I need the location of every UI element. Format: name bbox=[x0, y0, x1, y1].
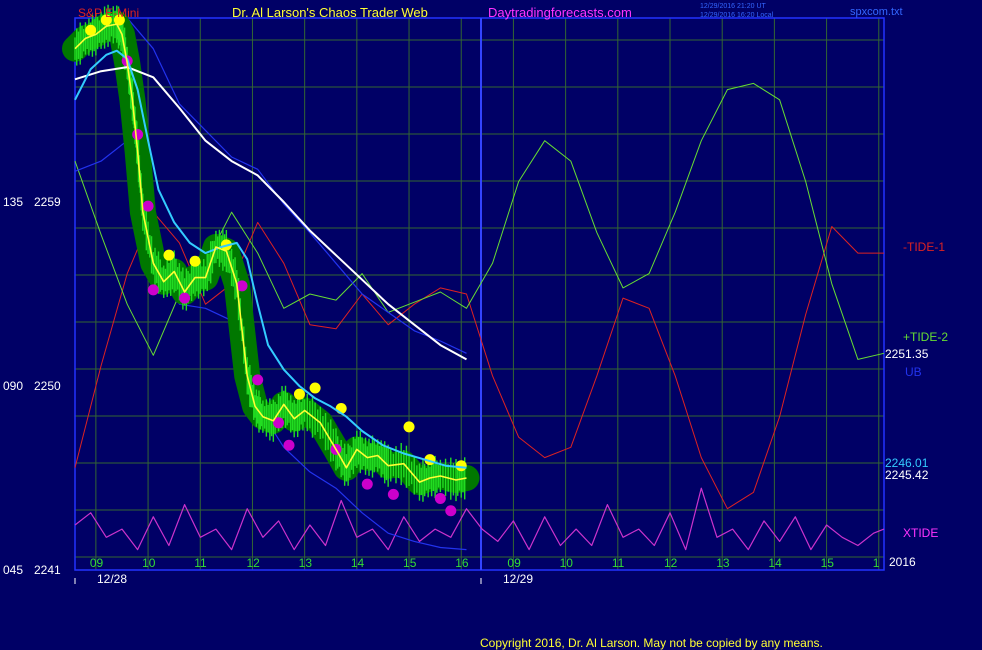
x-tick-label: 11 bbox=[194, 556, 207, 570]
y-tick-label: 2250 bbox=[34, 379, 61, 393]
x-tick-label: 14 bbox=[351, 556, 365, 570]
turn-dot-magenta bbox=[434, 492, 446, 504]
y-tick-code: 090 bbox=[3, 379, 23, 393]
x-tick-label: 11 bbox=[612, 556, 625, 570]
y-tick-code: 135 bbox=[3, 195, 23, 209]
label-ub: UB bbox=[905, 365, 922, 379]
label-xtide: XTIDE bbox=[903, 526, 938, 540]
turn-dot-magenta bbox=[252, 374, 264, 386]
date-label: 12/28 bbox=[97, 572, 127, 586]
turn-dot-magenta bbox=[283, 439, 295, 451]
y-tick-label: 2241 bbox=[34, 563, 61, 577]
x-tick-label: 13 bbox=[716, 556, 730, 570]
y-tick-label: 2259 bbox=[34, 195, 61, 209]
turn-dot-magenta bbox=[179, 292, 191, 304]
x-tick-label: 10 bbox=[560, 556, 574, 570]
x-tick-label: 13 bbox=[299, 556, 313, 570]
turn-dot-yellow bbox=[100, 14, 112, 26]
copyright-notice: Copyright 2016, Dr. Al Larson. May not b… bbox=[480, 636, 823, 650]
timestamp-ut: 12/29/2016 21:20 UT bbox=[700, 3, 766, 10]
turn-dot-yellow bbox=[455, 460, 467, 472]
turn-dot-yellow bbox=[293, 388, 305, 400]
turn-dot-magenta bbox=[273, 417, 285, 429]
label-tide-minus-1: -TIDE-1 bbox=[903, 240, 945, 254]
x-tick-label: 15 bbox=[403, 556, 417, 570]
x-tick-label: 14 bbox=[768, 556, 782, 570]
turn-dot-magenta bbox=[142, 200, 154, 212]
date-label: 12/29 bbox=[503, 572, 533, 586]
y-tick-code: 045 bbox=[3, 563, 23, 577]
x-tick-label: 15 bbox=[821, 556, 835, 570]
series-line-ma bbox=[74, 66, 467, 361]
series-line-xtide bbox=[74, 487, 885, 551]
series-line-tide-minus-1 bbox=[74, 211, 884, 510]
turn-dot-yellow bbox=[403, 421, 415, 433]
chart-title: Dr. Al Larson's Chaos Trader Web bbox=[232, 5, 428, 20]
label-ema-value: 2246.01 bbox=[885, 456, 929, 470]
turn-dot-yellow bbox=[163, 249, 175, 261]
turn-dot-magenta bbox=[361, 478, 373, 490]
turn-dot-yellow bbox=[309, 382, 321, 394]
label-price-current: 2251.35 bbox=[885, 347, 929, 361]
turn-dot-magenta bbox=[236, 280, 248, 292]
plot-frame bbox=[74, 17, 885, 571]
label-tide-plus-2: +TIDE-2 bbox=[903, 330, 948, 344]
series-line-ema bbox=[74, 49, 467, 469]
price-layer bbox=[62, 4, 480, 517]
site-link[interactable]: Daytradingforecasts.com bbox=[488, 5, 632, 20]
turn-dot-magenta bbox=[387, 488, 399, 500]
label-price-close: 2245.42 bbox=[885, 468, 929, 482]
turn-dot-magenta bbox=[132, 129, 144, 141]
timestamp-local: 12/29/2016 16:20 Local bbox=[700, 12, 774, 19]
x-tick-label: 09 bbox=[507, 556, 521, 570]
series-line-ub bbox=[75, 17, 467, 354]
x-tick-label: 09 bbox=[90, 556, 104, 570]
x-tick-label: 12 bbox=[246, 556, 260, 570]
axis-layer: 09 10 11 12 13 14 15 16 09 10 11 12 13 14 15 1 12/28 12/2… bbox=[3, 195, 880, 586]
turn-dot-magenta bbox=[147, 284, 159, 296]
symbol-title: S&P E-Mini bbox=[78, 6, 139, 20]
data-file-name: spxcom.txt bbox=[850, 6, 903, 18]
x-tick-label: 1 bbox=[873, 556, 880, 570]
turn-dot-yellow bbox=[113, 14, 125, 26]
turn-dot-yellow bbox=[85, 24, 97, 36]
label-year: 2016 bbox=[889, 555, 916, 569]
x-tick-label: 10 bbox=[142, 556, 156, 570]
x-tick-label: 16 bbox=[455, 556, 469, 570]
x-tick-label: 12 bbox=[664, 556, 678, 570]
turn-dot-yellow bbox=[189, 255, 201, 267]
turn-dot-magenta bbox=[445, 505, 457, 517]
series-line-price bbox=[74, 23, 467, 483]
